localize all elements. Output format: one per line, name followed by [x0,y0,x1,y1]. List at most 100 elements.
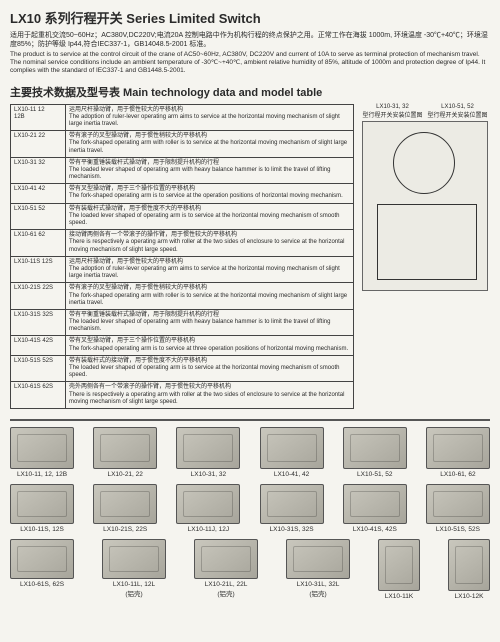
table-row: LX10-11S 12S运用尺杆操动臂，用于惯性较大的平移机构 The adop… [11,256,354,283]
gallery-cell: LX10-41, 42 [260,427,324,478]
gallery-cell: LX10-12K [448,539,490,600]
gallery-cell: LX10-11L, 12L (铝壳) [102,539,166,600]
model-cell: LX10-31S 32S [11,309,66,336]
gallery-label: LX10-31L, 32L (铝壳) [297,581,340,598]
gallery-cell: LX10-21, 22 [93,427,157,478]
model-cell: LX10-41S 42S [11,336,66,355]
diagram-column: LX10-31, 32 型行程开关安装位置图 LX10-51, 52 型行程开关… [360,104,490,409]
gallery-label: LX10-11S, 12S [20,526,64,533]
gallery-cell: LX10-31, 32 [176,427,240,478]
table-row: LX10-31S 32S带有平衡重锤装载杆式操动臂，用于限制提升机构的行程 Th… [11,309,354,336]
gallery-label: LX10-21L, 22L (铝壳) [205,581,248,598]
gallery-label: LX10-11J, 12J [188,526,229,533]
product-thumb [93,427,157,469]
product-thumb [260,427,324,469]
product-thumb [10,427,74,469]
desc-cell: 运用尺杆操动臂，用于惯性较大的平移机构 The adoption of rule… [66,256,354,283]
model-cell: LX10-31 32 [11,157,66,184]
section-title: 主要技术数据及型号表 Main technology data and mode… [10,84,490,100]
desc-cell: 壳外两侧各有一个带滚子的操作臂，用于惯性较大的平移机构 There is res… [66,382,354,409]
product-thumb [194,539,258,579]
product-thumb [286,539,350,579]
gallery-cell: LX10-11, 12, 12B [10,427,74,478]
gallery-label: LX10-61S, 62S [20,581,64,588]
table-row: LX10-61S 62S壳外两侧各有一个带滚子的操作臂，用于惯性较大的平移机构 … [11,382,354,409]
product-thumb [176,484,240,524]
desc-cell: 带有平衡重锤装载杆式操动臂，用于限制提升机构的行程 The loaded lev… [66,309,354,336]
gallery-label: LX10-41, 42 [274,471,309,478]
gallery-label: LX10-51S, 52S [436,526,480,533]
gallery-label: LX10-61, 62 [440,471,475,478]
table-row: LX10-21 22带有滚子的叉型操动臂，用于惯性稍较大的平移机构 The fo… [11,131,354,158]
gallery-cell: LX10-41S, 42S [343,484,407,533]
product-thumb [10,539,74,579]
intro-english: The product is to service at the control… [10,51,490,75]
gallery-cell: LX10-31L, 32L (铝壳) [286,539,350,600]
table-row: LX10-51S 52S带有装载杆式的接动臂，用于惯性度不大的平移机构 The … [11,355,354,382]
intro-chinese: 适用于起重机交流50~60Hz；AC380V,DC220V;电流20A 控制电路… [10,31,490,49]
desc-cell: 接动臂两侧各有一个带滚子的操作臂，用于惯性较大的平移机构 There is re… [66,230,354,257]
gallery-cell: LX10-51S, 52S [426,484,490,533]
gallery-label: LX10-31, 32 [191,471,226,478]
model-cell: LX10-61S 62S [11,382,66,409]
gallery-label: LX10-12K [455,593,484,600]
model-cell: LX10-41 42 [11,184,66,203]
table-row: LX10-41S 42S带有叉型操动臂，用于三个操作位置的平移机构 The fo… [11,336,354,355]
model-cell: LX10-51S 52S [11,355,66,382]
product-thumb [448,539,490,591]
gallery-cell: LX10-11S, 12S [10,484,74,533]
technical-diagram [362,121,488,291]
gallery-cell: LX10-21S, 22S [93,484,157,533]
gallery-label: LX10-31S, 32S [270,526,314,533]
gallery-row: LX10-11, 12, 12B LX10-21, 22 LX10-31, 32 LX… [10,427,490,478]
desc-cell: 运用尺杆操动臂，用于惯性较大的平移机构 The adoption of rule… [66,104,354,131]
model-cell: LX10-51 52 [11,203,66,230]
table-row: LX10-11 12 12B运用尺杆操动臂，用于惯性较大的平移机构 The ad… [11,104,354,131]
gallery-cell: LX10-51, 52 [343,427,407,478]
gallery-cell: LX10-21L, 22L (铝壳) [194,539,258,600]
product-thumb [10,484,74,524]
spec-table: LX10-11 12 12B运用尺杆操动臂，用于惯性较大的平移机构 The ad… [10,104,354,409]
product-thumb [102,539,166,579]
gallery-label: LX10-11, 12, 12B [17,471,67,478]
gallery-label: LX10-21S, 22S [103,526,147,533]
diagram-label-left: LX10-31, 32 型行程开关安装位置图 [362,104,422,119]
table-row: LX10-41 42带有叉型操动臂，用于三个操作位置的平移机构 The fork… [11,184,354,203]
desc-cell: 带有平衡重锤装载杆式操动臂，用于限制提升机构的行程 The loaded lev… [66,157,354,184]
gallery-row: LX10-61S, 62S LX10-11L, 12L (铝壳) LX10-21L,… [10,539,490,600]
product-thumb [426,484,490,524]
desc-cell: 带有叉型操动臂，用于三个操作位置的平移机构 The fork-shaped op… [66,336,354,355]
product-gallery: LX10-11, 12, 12B LX10-21, 22 LX10-31, 32 LX… [10,419,490,600]
model-cell: LX10-61 62 [11,230,66,257]
table-row: LX10-21S 22S带有滚子的叉型操动臂，用于惯性稍较大的平移机构 The … [11,283,354,310]
table-row: LX10-51 52带有装载杆式操动臂，用于惯性度不大的平移机构 The loa… [11,203,354,230]
product-thumb [93,484,157,524]
product-thumb [260,484,324,524]
model-cell: LX10-21 22 [11,131,66,158]
gallery-label: LX10-11L, 12L (铝壳) [113,581,155,598]
diagram-label-right: LX10-51, 52 型行程开关安装位置图 [427,104,487,119]
table-row: LX10-31 32带有平衡重锤装载杆式操动臂，用于限制提升机构的行程 The … [11,157,354,184]
model-cell: LX10-11S 12S [11,256,66,283]
desc-cell: 带有叉型操动臂，用于三个操作位置的平移机构 The fork-shaped op… [66,184,354,203]
gallery-cell: LX10-61, 62 [426,427,490,478]
desc-cell: 带有装载杆式的接动臂，用于惯性度不大的平移机构 The loaded lever… [66,355,354,382]
table-row: LX10-61 62接动臂两侧各有一个带滚子的操作臂，用于惯性较大的平移机构 T… [11,230,354,257]
desc-cell: 带有滚子的叉型操动臂，用于惯性稍较大的平移机构 The fork-shaped … [66,131,354,158]
gallery-row: LX10-11S, 12S LX10-21S, 22S LX10-11J, 12J L… [10,484,490,533]
product-thumb [426,427,490,469]
gallery-cell: LX10-11J, 12J [176,484,240,533]
gallery-cell: LX10-61S, 62S [10,539,74,600]
gallery-cell: LX10-31S, 32S [260,484,324,533]
gallery-cell: LX10-11K [378,539,420,600]
gallery-label: LX10-11K [385,593,413,600]
model-cell: LX10-21S 22S [11,283,66,310]
desc-cell: 带有装载杆式操动臂，用于惯性度不大的平移机构 The loaded lever … [66,203,354,230]
desc-cell: 带有滚子的叉型操动臂，用于惯性稍较大的平移机构 The fork-shaped … [66,283,354,310]
main-content-row: LX10-11 12 12B运用尺杆操动臂，用于惯性较大的平移机构 The ad… [10,104,490,409]
model-cell: LX10-11 12 12B [11,104,66,131]
gallery-label: LX10-21, 22 [107,471,142,478]
product-thumb [343,427,407,469]
product-thumb [378,539,420,591]
product-thumb [176,427,240,469]
